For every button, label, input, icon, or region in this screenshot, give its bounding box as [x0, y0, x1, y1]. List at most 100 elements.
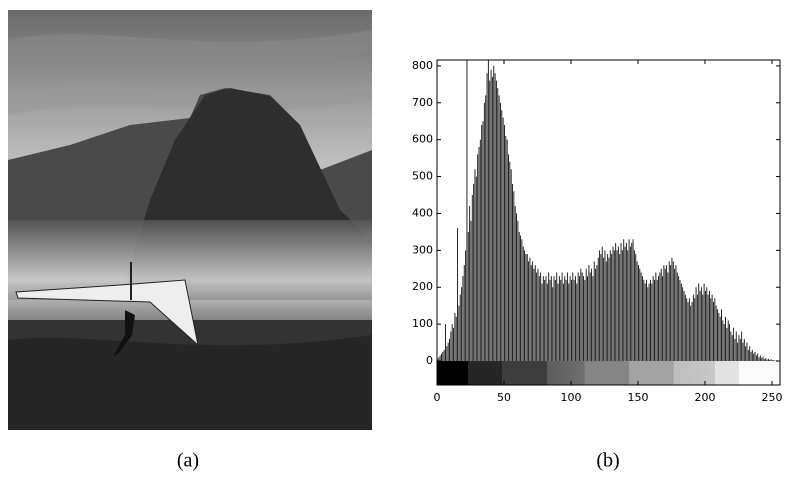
bar [560, 279, 562, 362]
bar [554, 279, 556, 362]
bar [593, 261, 595, 362]
bar [603, 257, 605, 362]
bar [538, 276, 540, 362]
bar [730, 331, 732, 362]
bar [734, 338, 736, 362]
bar [597, 257, 599, 362]
bar [589, 272, 591, 362]
panel-label: (b) [596, 450, 619, 472]
bar [751, 349, 753, 362]
bar [612, 246, 614, 362]
bar [479, 139, 481, 362]
bar [750, 351, 752, 362]
bar [475, 176, 477, 362]
bar [722, 320, 724, 362]
bar [644, 283, 646, 362]
bar [641, 276, 643, 362]
y-tick-label: 100 [412, 317, 433, 330]
bar [670, 265, 672, 362]
bar [715, 305, 717, 362]
bar [656, 279, 658, 362]
panel-label: (a) [177, 450, 199, 472]
bar [458, 305, 460, 362]
bar [502, 117, 504, 362]
bar [509, 161, 511, 362]
bar [526, 254, 528, 362]
bar [483, 102, 485, 362]
bar [699, 290, 701, 362]
bar [486, 73, 488, 362]
y-tick-label: 800 [412, 59, 433, 72]
bar [758, 357, 760, 362]
bar [707, 294, 709, 362]
bar [572, 272, 574, 362]
bar [620, 242, 622, 362]
bar [616, 250, 618, 362]
bar [767, 358, 769, 362]
bar [471, 195, 473, 362]
y-tick-label: 600 [412, 133, 433, 146]
bar [667, 272, 669, 362]
bar [739, 338, 741, 362]
bar [698, 283, 700, 362]
bar [513, 191, 515, 362]
bar [601, 246, 603, 362]
bar [570, 279, 572, 362]
bar [651, 283, 653, 362]
bar [755, 355, 757, 362]
bar [552, 287, 554, 362]
bar [470, 220, 472, 362]
bar [733, 327, 735, 362]
bar [761, 358, 763, 362]
bar [694, 298, 696, 362]
bar [706, 287, 708, 362]
bar [485, 95, 487, 362]
bar [583, 276, 584, 362]
bar [474, 169, 476, 362]
axes-box [436, 59, 781, 386]
bar [749, 346, 751, 362]
bar [445, 324, 446, 362]
bar [675, 265, 677, 362]
histogram-plot: 0 100 200 300 400 500 600 700 800 0 50 100 150 200 250 [412, 59, 782, 404]
bar [568, 283, 570, 362]
bar [680, 283, 682, 362]
bar [520, 235, 522, 362]
bar [613, 250, 615, 362]
bar [566, 272, 568, 362]
bar [505, 135, 507, 362]
bar [569, 276, 571, 362]
bar [619, 254, 621, 362]
bar [490, 69, 492, 362]
bar [565, 279, 567, 362]
bar [533, 268, 535, 362]
bar [646, 279, 647, 362]
bar [632, 239, 634, 362]
bar [556, 272, 558, 362]
bar [745, 346, 747, 362]
bar [617, 246, 619, 362]
bar [550, 276, 552, 362]
bar [577, 272, 579, 362]
bar [769, 359, 771, 362]
bar [633, 250, 635, 362]
bar [553, 276, 555, 362]
bar [508, 154, 509, 362]
bar [624, 246, 626, 362]
bar [499, 102, 501, 362]
bar [595, 268, 597, 362]
bar [454, 313, 456, 362]
bar [439, 355, 441, 362]
bar [449, 338, 450, 362]
bar [469, 206, 471, 362]
bar [647, 287, 649, 362]
bar [729, 324, 731, 362]
bar [664, 268, 666, 362]
bar [629, 246, 631, 362]
bar [466, 60, 468, 362]
bar [742, 342, 744, 362]
bar [725, 316, 727, 362]
bar [501, 110, 503, 362]
